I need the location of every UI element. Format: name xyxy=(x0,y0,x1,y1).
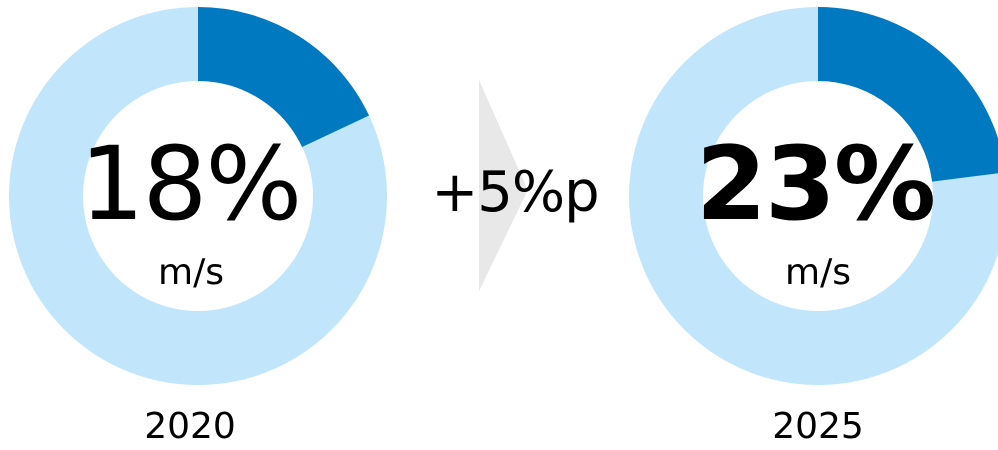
donut-segment-2025 xyxy=(816,7,998,183)
donut-2020 xyxy=(9,7,387,385)
arrow-right-half xyxy=(479,80,526,291)
unit-label-2025: m/s xyxy=(785,252,851,293)
year-label-2025: 2025 xyxy=(772,406,864,447)
change-arrow xyxy=(479,80,526,291)
donut-segment-2020 xyxy=(196,7,370,149)
value-label-2020: 18% xyxy=(79,125,303,244)
unit-label-2020: m/s xyxy=(158,252,224,293)
donut-2025 xyxy=(629,7,998,385)
year-label-2020: 2020 xyxy=(144,406,236,447)
value-label-2025: 23% xyxy=(695,125,936,244)
change-label: +5%p xyxy=(431,160,599,225)
